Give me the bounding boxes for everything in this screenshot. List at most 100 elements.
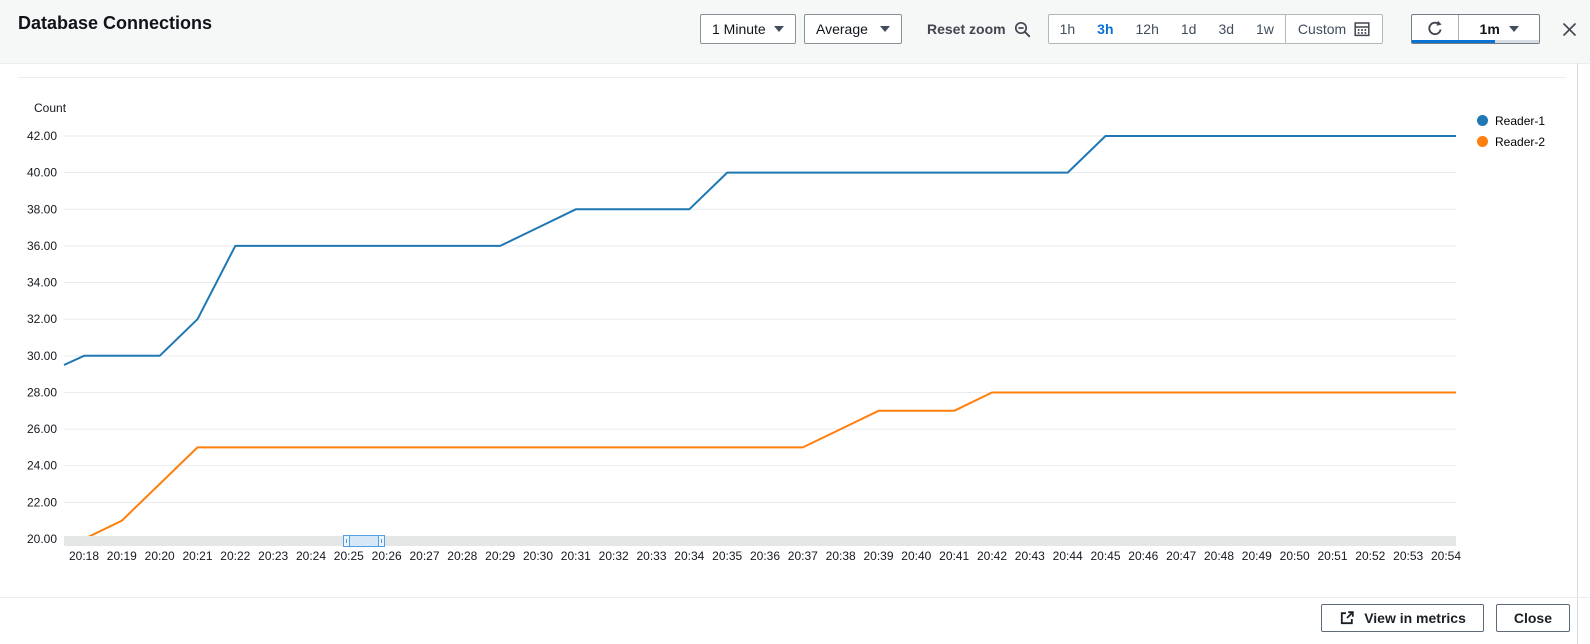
x-tick-label: 20:41 [939, 549, 969, 563]
scrollbar-handle-right[interactable] [378, 535, 385, 547]
x-tick-label: 20:46 [1128, 549, 1158, 563]
x-tick-label: 20:18 [69, 549, 99, 563]
time-range-options: 1h 3h 12h 1d 3d 1w [1049, 15, 1285, 43]
x-tick-label: 20:27 [409, 549, 439, 563]
y-tick-label: 22.00 [27, 495, 57, 509]
x-tick-label: 20:51 [1317, 549, 1347, 563]
y-tick-label: 32.00 [27, 312, 57, 326]
chart-controls: 1 Minute Average Reset zoom 1h 3h 12h 1d 3d 1… [700, 13, 1581, 45]
statistic-select[interactable]: Average [804, 14, 902, 44]
x-tick-label: 20:39 [863, 549, 893, 563]
chart-legend: Reader-1 Reader-2 [1477, 110, 1545, 152]
refresh-icon [1428, 20, 1442, 36]
x-tick-label: 20:23 [258, 549, 288, 563]
x-tick-label: 20:33 [636, 549, 666, 563]
legend-dot [1477, 136, 1488, 147]
legend-dot [1477, 115, 1488, 126]
view-in-metrics-button[interactable]: View in metrics [1321, 604, 1484, 632]
chevron-down-icon [774, 26, 784, 32]
x-tick-label: 20:48 [1204, 549, 1234, 563]
close-icon[interactable] [1558, 18, 1581, 41]
close-button-label: Close [1513, 610, 1552, 626]
time-range-custom-button[interactable]: Custom [1286, 15, 1382, 43]
series-line-reader-1 [63, 135, 1456, 366]
y-axis-title: Count [34, 101, 67, 115]
divider [0, 597, 1590, 598]
x-tick-label: 20:22 [220, 549, 250, 563]
divider [1577, 63, 1578, 644]
divider [1284, 15, 1286, 43]
calendar-grid-icon [1354, 22, 1370, 37]
refresh-progress-bar [1412, 40, 1540, 43]
zoom-out-icon [1014, 21, 1030, 37]
x-tick-label: 20:29 [485, 549, 515, 563]
close-button[interactable]: Close [1495, 604, 1570, 632]
popup-footer: View in metrics Close [1321, 604, 1570, 632]
x-tick-label: 20:54 [1431, 549, 1461, 563]
legend-label: Reader-2 [1495, 134, 1546, 149]
divider [1458, 15, 1460, 43]
reset-zoom-label: Reset zoom [927, 21, 1006, 37]
x-tick-label: 20:21 [182, 549, 212, 563]
x-tick-label: 20:34 [674, 549, 704, 563]
legend-item-reader-2[interactable]: Reader-2 [1477, 131, 1545, 152]
x-tick-label: 20:25 [334, 549, 364, 563]
time-range-3h-button[interactable]: 3h [1086, 15, 1124, 43]
chart-scrollbar-thumb[interactable] [343, 535, 385, 547]
refresh-button[interactable] [1412, 15, 1458, 43]
reset-zoom-button[interactable]: Reset zoom [927, 21, 1031, 38]
y-tick-label: 30.00 [27, 349, 57, 363]
y-tick-label: 34.00 [27, 276, 57, 290]
chevron-down-icon [880, 26, 890, 32]
custom-label: Custom [1297, 21, 1347, 37]
refresh-interval-select[interactable]: 1m [1459, 15, 1539, 43]
y-tick-label: 24.00 [27, 459, 57, 473]
x-tick-label: 20:30 [523, 549, 553, 563]
time-range-1h-button[interactable]: 1h [1049, 15, 1087, 43]
x-tick-label: 20:42 [977, 549, 1007, 563]
x-tick-label: 20:36 [750, 549, 780, 563]
x-tick-label: 20:52 [1355, 549, 1385, 563]
chart-plot-area[interactable]: 20.00 22.00 24.00 26.00 28.00 30.00 32.00 34.00… [0, 90, 1590, 580]
legend-item-reader-1[interactable]: Reader-1 [1477, 110, 1545, 131]
legend-label: Reader-1 [1495, 113, 1546, 128]
period-select[interactable]: 1 Minute [700, 14, 796, 44]
time-range-group: 1h 3h 12h 1d 3d 1w Custom [1047, 14, 1384, 44]
x-tick-label: 20:44 [1053, 549, 1083, 563]
page-title: Database Connections [18, 13, 213, 33]
y-tick-label: 20.00 [27, 532, 57, 546]
y-tick-label: 36.00 [27, 239, 57, 253]
popup-header: Database Connections 1 Minute Average Re… [0, 0, 1590, 64]
chart-region: Count 20.00 22.00 24.00 26.00 28.00 30.00 32.0… [0, 90, 1590, 580]
x-tick-label: 20:31 [561, 549, 591, 563]
x-tick-label: 20:19 [107, 549, 137, 563]
statistic-select-value: Average [816, 21, 868, 37]
time-range-1d-button[interactable]: 1d [1170, 15, 1208, 43]
y-tick-label: 40.00 [27, 166, 57, 180]
x-tick-label: 20:26 [372, 549, 402, 563]
refresh-interval-value: 1m [1479, 21, 1500, 37]
x-tick-label: 20:50 [1280, 549, 1310, 563]
period-select-value: 1 Minute [712, 21, 766, 37]
series-line-reader-2 [64, 391, 1456, 540]
chevron-down-icon [1508, 26, 1519, 32]
y-tick-label: 26.00 [27, 422, 57, 436]
time-range-12h-button[interactable]: 12h [1125, 15, 1170, 43]
x-tick-label: 20:32 [599, 549, 629, 563]
refresh-group: 1m [1411, 14, 1541, 44]
y-tick-label: 28.00 [27, 385, 57, 399]
external-link-icon [1341, 611, 1354, 625]
y-tick-label: 38.00 [27, 202, 57, 216]
x-tick-label: 20:40 [901, 549, 931, 563]
x-tick-label: 20:20 [145, 549, 175, 563]
scrollbar-handle-left[interactable] [343, 535, 350, 547]
x-tick-label: 20:24 [296, 549, 326, 563]
x-tick-label: 20:45 [1090, 549, 1120, 563]
time-range-1w-button[interactable]: 1w [1245, 15, 1285, 43]
chart-scrollbar-track[interactable] [64, 535, 1456, 547]
x-tick-label: 20:47 [1166, 549, 1196, 563]
x-tick-label: 20:35 [712, 549, 742, 563]
x-tick-label: 20:38 [826, 549, 856, 563]
time-range-3d-button[interactable]: 3d [1207, 15, 1245, 43]
